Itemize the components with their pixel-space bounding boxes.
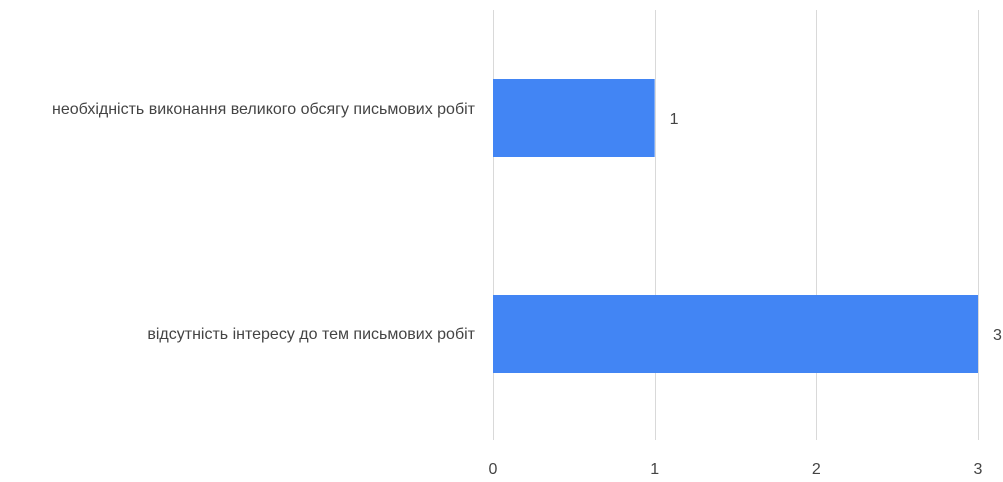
bar [493, 295, 978, 373]
category-label: необхідність виконання великого обсягу п… [52, 101, 475, 118]
bar [493, 79, 655, 157]
gridlines [493, 10, 979, 440]
x-tick-label: 3 [974, 461, 983, 477]
data-labels: 13 [670, 111, 1002, 344]
x-tick-label: 0 [489, 461, 498, 477]
x-tick-label: 1 [650, 461, 659, 477]
x-tick-label: 2 [812, 461, 821, 477]
bars [493, 79, 978, 373]
x-axis-ticks: 0 1 2 3 [489, 461, 983, 478]
bar-value-label: 3 [993, 327, 1002, 344]
bar-value-label: 1 [670, 111, 679, 128]
category-label: відсутність інтересу до тем письмових ро… [147, 326, 475, 343]
